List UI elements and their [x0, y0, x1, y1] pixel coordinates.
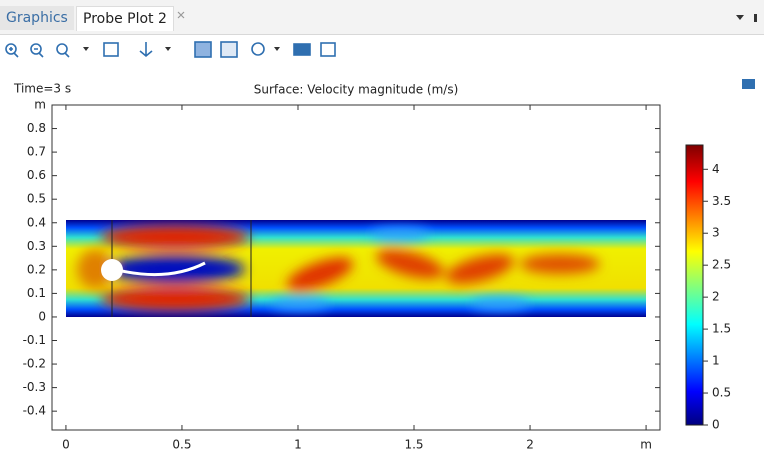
- grid-toggle[interactable]: [194, 41, 212, 58]
- plot-area: Time=3 s Surface: Velocity magnitude (m/…: [13, 79, 755, 452]
- y-tick-label: 0.5: [27, 192, 46, 206]
- y-tick-label: 0.1: [27, 286, 46, 300]
- tab[interactable]: Graphics: [0, 6, 74, 30]
- colorbar-tick-label: 1.5: [712, 322, 731, 336]
- zoom-in[interactable]: [5, 43, 19, 58]
- toolbar: [0, 35, 764, 69]
- velocity-field: [66, 220, 646, 317]
- colorbar-tick-label: 2.5: [712, 258, 731, 272]
- plot-title: Surface: Velocity magnitude (m/s): [254, 83, 459, 97]
- snapshot[interactable]: [293, 43, 311, 56]
- time-label: Time=3 s: [13, 82, 71, 96]
- y-tick-label: -0.3: [23, 380, 46, 394]
- zoom-extents[interactable]: [103, 42, 119, 57]
- y-tick-label: m: [34, 98, 46, 112]
- y-tick-label: 0.4: [27, 215, 46, 229]
- colorbar-tick-label: 3.5: [712, 194, 731, 208]
- flap: [121, 261, 206, 277]
- colorbar: [685, 144, 704, 426]
- zoom-box[interactable]: [56, 43, 70, 58]
- close-icon[interactable]: [176, 10, 186, 20]
- x-tick-label: 1.5: [404, 438, 423, 452]
- tab-bar: Graphics Probe Plot 2: [0, 0, 764, 35]
- zoom-out[interactable]: [30, 43, 44, 58]
- menu-icons[interactable]: [734, 12, 762, 24]
- print[interactable]: [320, 42, 336, 57]
- colorbar-tick-label: 0.5: [712, 386, 731, 400]
- colorbar-tick-label: 1: [712, 354, 720, 368]
- legend-toggle[interactable]: [220, 41, 238, 58]
- x-tick-label: m: [640, 438, 652, 452]
- y-tick-label: 0.2: [27, 262, 46, 276]
- y-tick-label: 0.6: [27, 168, 46, 182]
- export-icon[interactable]: [742, 79, 755, 89]
- x-tick-label: 0.5: [172, 438, 191, 452]
- y-tick-label: 0.7: [27, 145, 46, 159]
- x-tick-label: 2: [526, 438, 534, 452]
- y-tick-label: -0.4: [23, 404, 46, 418]
- colorbar-tick-label: 2: [712, 290, 720, 304]
- axis-icon[interactable]: [139, 42, 153, 58]
- y-tick-label: 0.3: [27, 239, 46, 253]
- colorbar-tick-label: 0: [712, 418, 720, 432]
- y-tick-label: -0.1: [23, 333, 46, 347]
- y-tick-label: -0.2: [23, 357, 46, 371]
- y-tick-label: 0.8: [27, 121, 46, 135]
- colorbar-tick-label: 3: [712, 226, 720, 240]
- x-tick-label: 0: [62, 438, 70, 452]
- reset-view[interactable]: [251, 42, 265, 56]
- cylinder: [101, 259, 123, 281]
- colorbar-tick-label: 4: [712, 162, 720, 176]
- tab[interactable]: Probe Plot 2: [76, 6, 174, 31]
- x-tick-label: 1: [294, 438, 302, 452]
- y-tick-label: 0: [38, 309, 46, 323]
